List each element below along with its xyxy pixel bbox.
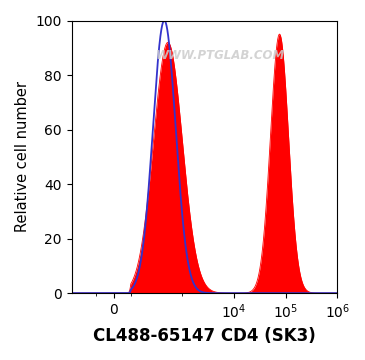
Text: WWW.PTGLAB.COM: WWW.PTGLAB.COM	[156, 49, 285, 62]
Y-axis label: Relative cell number: Relative cell number	[15, 81, 30, 232]
X-axis label: CL488-65147 CD4 (SK3): CL488-65147 CD4 (SK3)	[93, 327, 316, 345]
